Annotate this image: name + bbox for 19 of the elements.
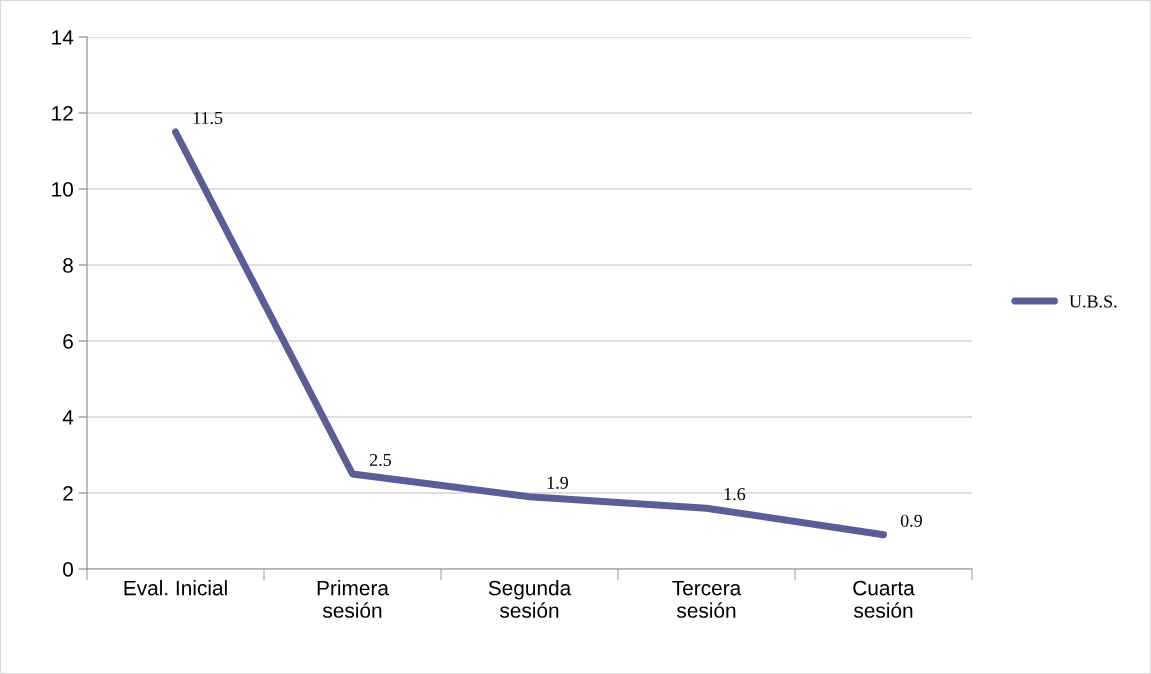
data-label: 1.9 [547,476,568,489]
y-tick-label: 2 [63,486,73,501]
x-tick-label: Cuarta sesión [853,580,915,618]
data-label: 1.6 [724,488,746,501]
y-tick-label: 6 [63,334,73,349]
x-tick-label: Tercera sesión [672,580,742,618]
data-label: 11.5 [193,111,223,125]
y-tick-label: 12 [52,106,73,121]
y-tick-label: 14 [52,30,74,45]
x-tick-label: Eval. Inicial [124,580,227,596]
y-tick-label: 10 [52,182,73,197]
x-tick-label: Primera sesión [317,580,389,618]
y-tick-label: 0 [63,562,73,577]
data-label: 2.5 [369,453,392,467]
legend-label: U.B.S. [1069,295,1117,308]
x-tick-label: Segunda sesión [488,580,572,618]
y-tick-label: 4 [62,410,74,425]
y-tick-label: 8 [63,258,73,273]
data-label: 0.9 [900,514,922,527]
